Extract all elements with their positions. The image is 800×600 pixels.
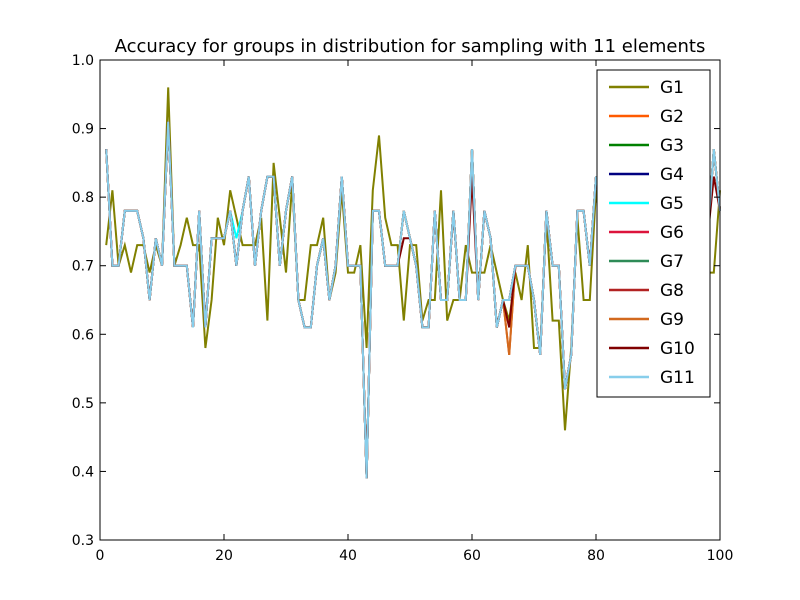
x-tick-label: 60 [463, 548, 481, 564]
y-tick-label: 0.3 [72, 533, 94, 549]
y-tick-label: 0.5 [72, 396, 94, 412]
legend-label-g3: G3 [660, 136, 684, 156]
x-tick-label: 0 [96, 548, 105, 564]
y-tick-label: 0.7 [72, 259, 94, 275]
x-tick-label: 100 [707, 548, 734, 564]
legend-box [596, 69, 711, 398]
legend-label-g6: G6 [660, 223, 684, 243]
y-tick-label: 0.4 [72, 464, 94, 480]
x-tick-label: 80 [587, 548, 605, 564]
y-tick-label: 0.9 [72, 122, 94, 138]
legend-label-g9: G9 [660, 310, 684, 330]
y-tick-label: 0.6 [72, 327, 94, 343]
axes-frame [99, 59, 721, 541]
x-axis: 0 20 40 60 80 100 [96, 60, 734, 564]
x-tick-label: 20 [215, 548, 233, 564]
legend-label-g10: G10 [660, 339, 695, 359]
legend-label-g7: G7 [660, 252, 684, 272]
legend-label-g5: G5 [660, 194, 684, 214]
legend-label-g4: G4 [660, 165, 684, 185]
y-axis: 0.3 0.4 0.5 0.6 0.7 0.8 0.9 1.0 [72, 53, 720, 549]
legend-label-g8: G8 [660, 281, 684, 301]
legend: G1 G2 G3 G4 G5 G6 G7 G8 G9 G10 G11 [596, 69, 711, 398]
y-tick-label: 1.0 [72, 53, 94, 69]
chart-title: Accuracy for groups in distribution for … [115, 36, 706, 57]
legend-label-g11: G11 [660, 368, 695, 388]
legend-label-g2: G2 [660, 107, 684, 127]
y-tick-label: 0.8 [72, 190, 94, 206]
legend-label-g1: G1 [660, 78, 684, 98]
x-tick-label: 40 [339, 548, 357, 564]
